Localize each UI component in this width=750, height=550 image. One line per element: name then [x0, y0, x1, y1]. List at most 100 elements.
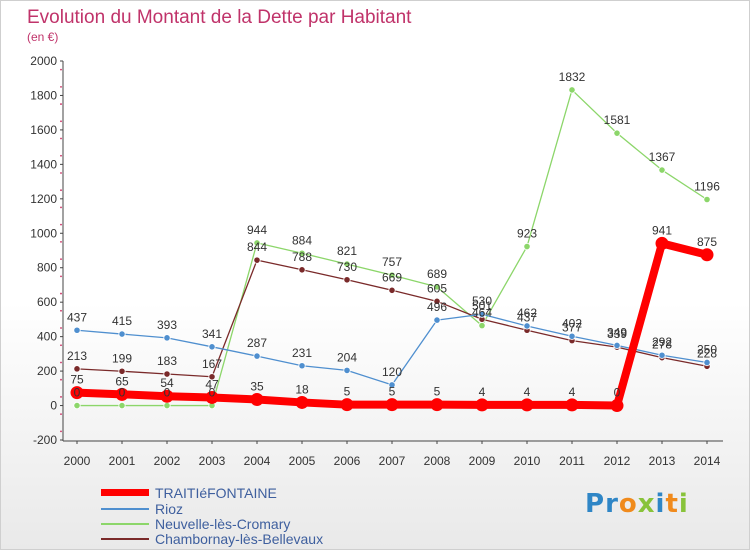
y-tick-label: 200: [37, 364, 57, 378]
data-point: [385, 398, 399, 412]
data-label: 501: [472, 299, 492, 313]
data-point: [118, 367, 126, 375]
data-point: [568, 86, 576, 94]
y-minor-tick: [60, 206, 62, 209]
line-chart: -200020040060080010001200140016001800200…: [30, 54, 723, 468]
x-tick-label: 2012: [604, 454, 631, 468]
data-point: [163, 370, 171, 378]
data-point: [703, 358, 711, 367]
y-minor-tick: [60, 172, 62, 174]
legend-swatch: [101, 538, 149, 540]
y-minor-tick: [60, 430, 62, 433]
data-label: 437: [67, 310, 87, 324]
y-tick-label: 400: [37, 330, 57, 344]
data-point: [433, 283, 441, 291]
chart-unit: (en €): [27, 30, 59, 44]
data-point: [70, 386, 84, 400]
data-label: 875: [697, 235, 717, 249]
data-point: [703, 195, 711, 204]
y-minor-tick: [60, 344, 62, 347]
legend-swatch: [101, 523, 149, 525]
data-point: [343, 276, 351, 284]
data-point: [523, 322, 531, 330]
data-label: 415: [112, 314, 132, 328]
data-label: 167: [202, 357, 222, 371]
data-point: [613, 129, 621, 137]
y-minor-tick: [60, 258, 62, 261]
data-label: 292: [652, 335, 672, 349]
x-tick-label: 2011: [559, 454, 585, 468]
y-minor-tick: [60, 223, 62, 226]
legend-label: Neuvelle-lès-Cromary: [155, 516, 291, 532]
data-point: [433, 316, 441, 324]
data-label: 54: [160, 376, 174, 390]
data-label: 4: [479, 385, 486, 399]
data-label: 5: [344, 385, 351, 399]
y-minor-tick: [60, 309, 62, 312]
data-point: [478, 322, 486, 330]
x-tick-label: 2006: [334, 454, 361, 468]
legend-label: Chambornay-lès-Bellevaux: [155, 531, 324, 547]
x-tick-label: 2000: [64, 454, 91, 468]
data-label: 437: [517, 310, 537, 324]
data-label: 0: [614, 386, 621, 400]
x-tick-label: 2013: [649, 454, 676, 468]
data-point: [658, 351, 666, 359]
y-minor-tick: [60, 240, 62, 243]
legend-label: TRAITIéFONTAINE: [155, 485, 277, 501]
data-point: [250, 393, 264, 407]
y-minor-tick: [60, 85, 62, 88]
data-label: 4: [524, 385, 531, 399]
x-tick-label: 2001: [109, 454, 136, 468]
data-label: 231: [292, 346, 312, 360]
y-minor-tick: [60, 378, 62, 381]
data-point: [298, 362, 306, 370]
x-tick-label: 2007: [379, 454, 406, 468]
y-minor-tick: [60, 327, 62, 329]
x-tick-label: 2004: [244, 454, 271, 468]
data-label: 278: [652, 338, 672, 352]
data-label: 228: [697, 346, 717, 360]
data-label: 4: [569, 385, 576, 399]
data-point: [478, 310, 486, 318]
data-label: 844: [247, 240, 267, 254]
data-label: 605: [427, 281, 447, 295]
data-label: 757: [382, 255, 402, 269]
y-minor-tick: [60, 103, 62, 105]
data-label: 0: [164, 386, 171, 400]
data-point: [613, 341, 621, 350]
data-label: 1581: [604, 113, 631, 127]
data-point: [115, 387, 129, 401]
data-label: 530: [472, 294, 492, 308]
x-tick-label: 2008: [424, 454, 451, 468]
data-point: [523, 242, 531, 251]
data-point: [253, 256, 261, 264]
data-point: [658, 166, 666, 174]
data-point: [520, 398, 534, 412]
data-point: [565, 398, 579, 412]
y-tick-label: 800: [37, 261, 57, 275]
data-point: [700, 248, 714, 262]
data-label: 5: [434, 385, 441, 399]
data-point: [253, 352, 261, 360]
data-point: [298, 249, 306, 257]
data-label: 287: [247, 336, 267, 350]
data-label: 402: [562, 316, 582, 330]
y-minor-tick: [60, 361, 62, 364]
data-label: 788: [292, 250, 312, 264]
y-minor-tick: [60, 275, 62, 278]
data-point: [388, 271, 396, 279]
y-minor-tick: [60, 292, 62, 295]
data-point: [475, 398, 489, 412]
data-point: [655, 236, 669, 250]
data-label: 18: [295, 382, 309, 396]
x-tick-label: 2009: [469, 454, 496, 468]
y-minor-tick: [60, 120, 62, 123]
data-point: [73, 365, 81, 373]
x-tick-label: 2010: [514, 454, 541, 468]
data-label: 730: [337, 260, 357, 274]
data-label: 689: [427, 267, 447, 281]
data-point: [343, 366, 351, 375]
data-label: 1196: [694, 180, 720, 194]
